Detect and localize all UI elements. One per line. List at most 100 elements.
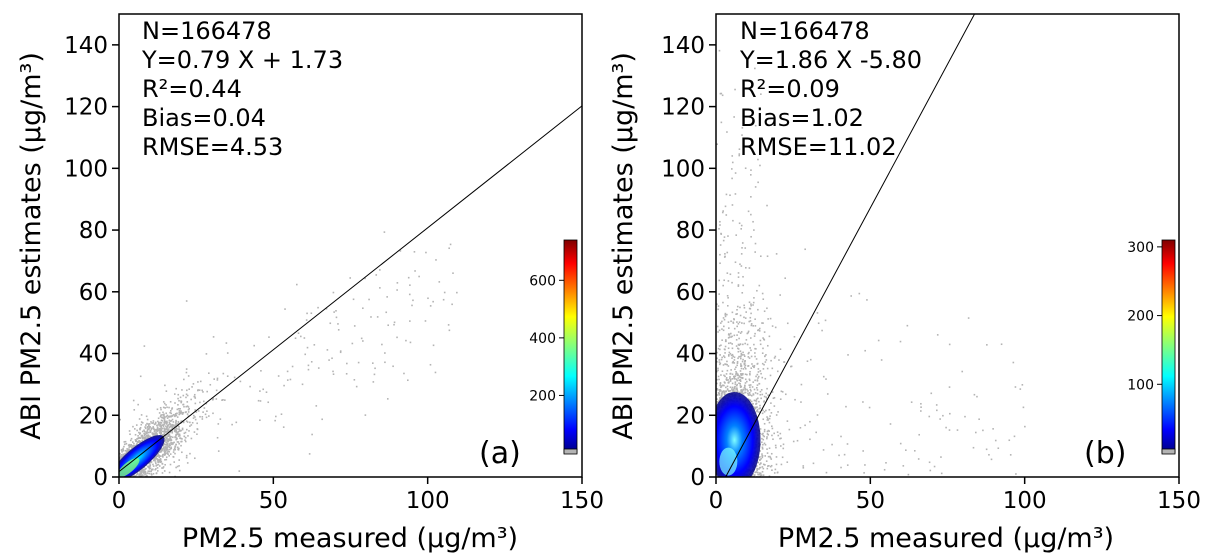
data-point xyxy=(825,378,827,380)
data-point xyxy=(181,428,184,431)
data-point xyxy=(131,446,133,449)
data-point xyxy=(754,251,756,253)
data-point xyxy=(196,428,199,430)
data-point xyxy=(159,425,162,428)
data-point xyxy=(770,402,772,404)
data-point xyxy=(770,359,772,362)
data-point xyxy=(750,304,752,307)
data-point xyxy=(216,377,219,380)
data-point xyxy=(765,392,767,395)
data-point xyxy=(181,451,183,454)
data-point xyxy=(804,424,806,427)
data-point xyxy=(724,312,727,315)
data-point xyxy=(173,393,176,395)
data-point xyxy=(156,467,159,469)
data-point xyxy=(170,412,173,415)
data-point xyxy=(716,357,718,360)
data-point xyxy=(150,427,153,429)
data-point xyxy=(193,457,196,460)
data-point xyxy=(758,407,761,410)
data-point xyxy=(733,386,736,389)
data-point xyxy=(763,442,766,445)
data-point xyxy=(719,224,721,226)
data-point xyxy=(735,384,738,387)
data-point xyxy=(929,469,932,472)
data-point xyxy=(755,358,758,360)
data-point xyxy=(136,473,139,475)
data-point xyxy=(742,372,744,375)
data-point xyxy=(729,378,732,381)
data-point xyxy=(163,420,166,423)
data-point xyxy=(720,344,722,347)
data-point xyxy=(165,456,168,458)
data-point xyxy=(762,443,764,446)
data-point xyxy=(386,296,388,298)
data-point xyxy=(763,395,766,398)
data-point xyxy=(409,320,411,322)
data-point xyxy=(727,297,729,299)
data-point xyxy=(128,430,131,432)
data-point xyxy=(418,275,420,278)
data-point xyxy=(163,446,165,448)
data-point xyxy=(749,316,752,319)
data-point xyxy=(159,406,162,409)
data-point xyxy=(721,370,724,373)
data-point xyxy=(153,430,156,433)
data-point xyxy=(152,420,155,422)
data-point xyxy=(121,451,123,453)
data-point xyxy=(752,365,754,367)
data-point xyxy=(315,405,318,407)
data-point xyxy=(166,414,169,417)
data-point xyxy=(1000,343,1003,346)
data-point xyxy=(762,418,765,421)
data-point xyxy=(351,342,354,345)
data-point xyxy=(863,472,865,474)
data-point xyxy=(739,370,742,372)
data-point xyxy=(149,467,152,470)
data-point xyxy=(726,360,728,363)
data-point xyxy=(399,250,402,252)
data-point xyxy=(768,430,771,432)
data-point xyxy=(744,317,747,319)
data-point xyxy=(758,472,761,474)
data-point xyxy=(774,444,777,447)
data-point xyxy=(746,332,749,335)
data-point xyxy=(775,253,778,255)
data-point xyxy=(145,467,147,470)
data-point xyxy=(782,447,785,450)
data-point xyxy=(149,464,152,466)
data-point xyxy=(166,436,168,438)
data-point xyxy=(158,431,161,434)
data-point xyxy=(738,337,740,340)
data-point xyxy=(384,361,386,364)
data-point xyxy=(770,464,773,467)
x-ticks-a: 0 50 100 150 xyxy=(112,477,604,514)
data-point xyxy=(740,224,743,227)
data-point xyxy=(126,448,128,450)
data-point xyxy=(744,366,746,369)
data-point xyxy=(1021,384,1024,386)
data-point xyxy=(180,437,182,440)
data-point xyxy=(723,279,725,282)
data-point xyxy=(168,421,171,424)
data-point xyxy=(173,430,176,432)
data-point xyxy=(779,445,782,447)
data-point xyxy=(162,425,165,428)
data-point xyxy=(753,229,755,231)
data-point xyxy=(427,297,429,300)
data-point xyxy=(145,431,148,434)
data-point xyxy=(141,439,143,442)
data-point xyxy=(764,355,766,357)
data-point xyxy=(918,433,920,436)
data-point xyxy=(143,472,145,474)
data-point xyxy=(147,470,150,472)
data-point xyxy=(766,417,769,420)
data-point xyxy=(169,453,172,455)
data-point xyxy=(815,431,817,434)
data-point xyxy=(728,336,731,338)
data-point xyxy=(171,428,173,430)
data-point xyxy=(756,410,758,412)
data-point xyxy=(162,434,165,437)
data-point xyxy=(766,448,768,450)
